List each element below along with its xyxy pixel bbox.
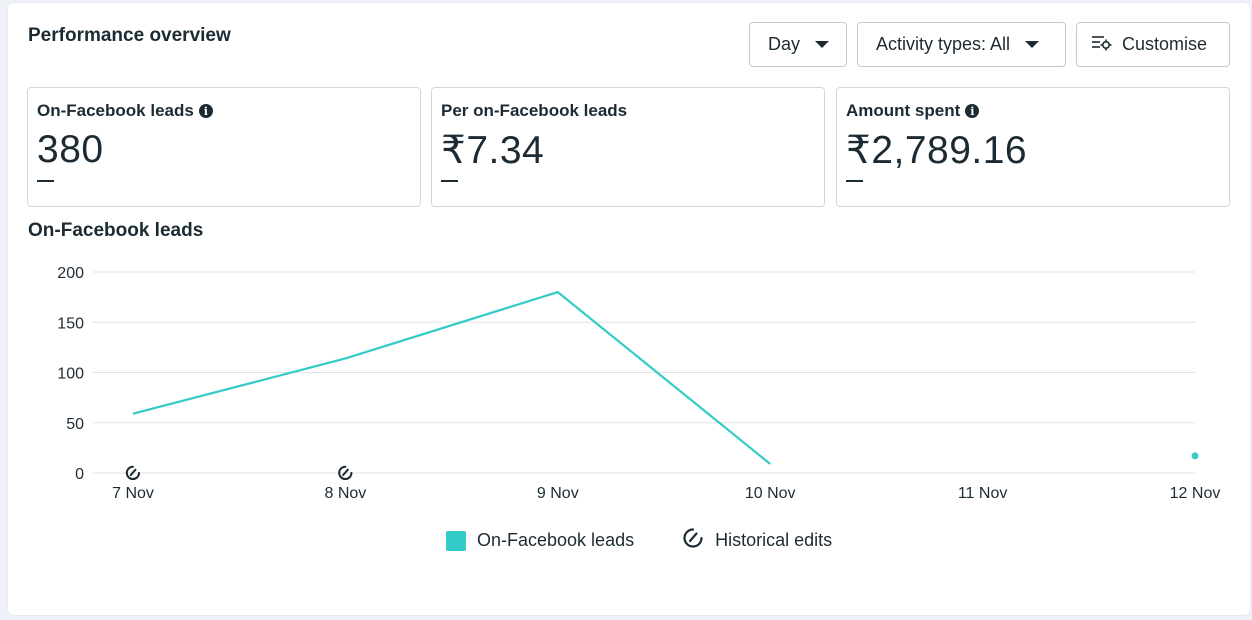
caret-down-icon [1025, 41, 1040, 48]
legend-item-leads[interactable]: On-Facebook leads [446, 530, 634, 551]
x-tick-label: 9 Nov [537, 485, 579, 502]
customise-button[interactable]: Customise [1076, 22, 1230, 67]
x-tick-label: 11 Nov [958, 485, 1008, 502]
activity-types-label: Activity types: All [876, 34, 1011, 54]
page-title: Performance overview [28, 25, 231, 46]
y-tick-label: 50 [66, 416, 84, 433]
y-tick-label: 200 [57, 265, 84, 282]
x-tick-label: 7 Nov [112, 485, 154, 502]
historical-edit-icon [682, 527, 704, 554]
metric-card-leads[interactable]: On-Facebook leads i 380 [27, 87, 421, 207]
x-tick-label: 8 Nov [325, 485, 367, 502]
legend-label-historical-edits: Historical edits [715, 530, 833, 550]
y-tick-label: 150 [57, 315, 84, 332]
metric-label-text: On-Facebook leads [37, 101, 194, 120]
chart-title: On-Facebook leads [28, 220, 204, 241]
y-tick-label: 100 [57, 366, 84, 383]
metric-label-text: Amount spent [846, 101, 961, 120]
caret-down-icon [815, 41, 830, 48]
metric-card-value: ₹2,789.16 [846, 129, 1028, 172]
metric-card-label: Amount spent i [846, 101, 980, 121]
customise-label: Customise [1122, 34, 1208, 54]
metric-label-text: Per on-Facebook leads [441, 101, 628, 120]
metric-card-value: ₹7.34 [441, 129, 545, 172]
metric-card-label: On-Facebook leads i [37, 101, 213, 121]
period-dropdown[interactable]: Day [749, 22, 847, 67]
metric-card-value: 380 [37, 128, 104, 171]
y-tick-label: 0 [75, 466, 84, 483]
metric-card-delta [37, 180, 54, 182]
legend-label-leads: On-Facebook leads [477, 530, 635, 550]
chart-legend: On-Facebook leads Historical edits [446, 527, 832, 554]
metric-card-amount-spent[interactable]: Amount spent i ₹2,789.16 [836, 87, 1230, 207]
activity-types-dropdown[interactable]: Activity types: All [857, 22, 1066, 67]
info-icon[interactable]: i [965, 104, 980, 118]
info-icon[interactable]: i [198, 104, 213, 118]
period-dropdown-label: Day [768, 34, 801, 54]
customise-settings-icon [1091, 33, 1113, 56]
metric-card-cost-per-lead[interactable]: Per on-Facebook leads ₹7.34 [431, 87, 825, 207]
metric-card-delta [441, 180, 458, 182]
legend-swatch [446, 530, 466, 551]
historical-edit-marker[interactable] [338, 465, 353, 481]
metric-card-label: Per on-Facebook leads [441, 101, 627, 121]
series-line-on-facebook-leads [132, 291, 771, 465]
x-tick-label: 10 Nov [745, 485, 796, 502]
legend-item-historical-edits[interactable]: Historical edits [682, 527, 832, 554]
x-tick-label: 12 Nov [1170, 485, 1221, 502]
metric-card-delta [846, 180, 863, 182]
historical-edit-marker[interactable] [125, 465, 141, 481]
series-point-on-facebook-leads [1191, 452, 1199, 460]
